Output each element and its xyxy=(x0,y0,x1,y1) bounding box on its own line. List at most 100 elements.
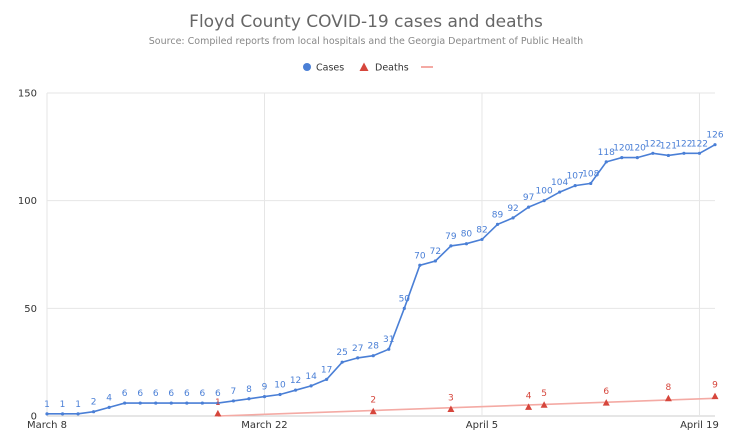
cases-data-label: 79 xyxy=(445,232,457,242)
legend: Cases Deaths xyxy=(303,62,433,74)
cases-data-label: 4 xyxy=(106,393,112,403)
cases-data-label: 70 xyxy=(414,251,426,261)
chart-subtitle: Source: Compiled reports from local hosp… xyxy=(149,36,583,47)
deaths-data-label: 5 xyxy=(541,389,547,399)
cases-data-label: 1 xyxy=(44,400,50,410)
cases-point xyxy=(666,153,670,158)
deaths-marker xyxy=(447,405,455,413)
cases-data-label: 1 xyxy=(60,400,66,410)
cases-line xyxy=(47,144,716,415)
cases-data-label: 12 xyxy=(290,376,301,386)
x-tick-label: March 22 xyxy=(241,420,287,431)
cases-point xyxy=(495,222,500,226)
cases-data-label: 107 xyxy=(567,172,584,182)
cases-data-label: 122 xyxy=(691,139,708,149)
deaths-marker xyxy=(602,399,610,406)
cases-point xyxy=(216,401,220,405)
deaths-marker xyxy=(525,403,533,410)
x-tick-label: March 8 xyxy=(27,420,67,431)
cases-data-label: 6 xyxy=(215,389,221,399)
cases-point xyxy=(604,160,608,164)
deaths-marker xyxy=(540,401,548,408)
cases-point xyxy=(511,216,515,220)
cases-data-label: 50 xyxy=(399,294,411,304)
cases-point xyxy=(480,237,484,242)
cases-data-label: 121 xyxy=(660,141,677,151)
deaths-data-label: 3 xyxy=(448,394,454,404)
cases-point xyxy=(247,397,251,401)
cases-data-label: 10 xyxy=(274,380,286,390)
x-tick-label: April 19 xyxy=(680,420,719,431)
cases-point xyxy=(418,263,422,267)
cases-data-label: 7 xyxy=(231,387,237,397)
legend-item-deaths[interactable]: Deaths xyxy=(359,62,409,74)
cases-data-label: 82 xyxy=(476,225,487,235)
cases-data-label: 8 xyxy=(246,385,252,395)
y-tick-label: 150 xyxy=(18,89,37,100)
cases-point xyxy=(713,143,717,147)
cases-point xyxy=(169,401,173,405)
legend-cases-label: Cases xyxy=(316,63,344,74)
y-tick-label: 0 xyxy=(31,412,37,423)
cases-point xyxy=(231,399,236,403)
deaths-data-label: 8 xyxy=(666,383,672,393)
cases-data-label: 27 xyxy=(352,344,363,354)
cases-point xyxy=(356,356,360,360)
cases-data-label: 100 xyxy=(536,187,553,197)
cases-point xyxy=(449,244,453,248)
cases-data-label: 104 xyxy=(551,178,568,188)
cases-point xyxy=(309,384,313,388)
cases-point xyxy=(682,151,686,155)
cases-point xyxy=(325,377,329,381)
cases-point xyxy=(387,347,391,351)
cases-point xyxy=(92,410,96,414)
cases-point xyxy=(697,151,702,155)
deaths-marker xyxy=(214,409,222,417)
cases-point xyxy=(154,401,158,405)
cases-point xyxy=(123,401,127,405)
cases-point xyxy=(60,412,65,416)
deaths-marker xyxy=(369,407,377,415)
cases-point xyxy=(402,306,406,310)
cases-data-label: 122 xyxy=(675,139,692,149)
deaths-data-label: 4 xyxy=(526,391,532,401)
cases-data-label: 2 xyxy=(91,398,97,408)
cases-point xyxy=(45,412,49,416)
legend-item-cases[interactable]: Cases xyxy=(303,63,344,74)
cases-data-label: 120 xyxy=(629,144,646,154)
cases-point xyxy=(200,401,204,405)
cases-point xyxy=(138,401,142,405)
cases-point xyxy=(542,199,546,203)
legend-cases-marker xyxy=(303,63,311,71)
cases-point xyxy=(185,401,189,405)
cases-point xyxy=(589,181,593,186)
y-tick-label: 50 xyxy=(24,304,37,315)
deaths-data-label: 9 xyxy=(712,381,718,391)
cases-data-label: 6 xyxy=(122,389,128,399)
cases-data-label: 92 xyxy=(507,204,518,214)
cases-data-label: 6 xyxy=(137,389,143,399)
cases-data-label: 17 xyxy=(321,365,332,375)
cases-data-label: 97 xyxy=(523,193,534,203)
cases-data-label: 31 xyxy=(383,335,394,345)
cases-data-label: 14 xyxy=(305,372,317,382)
cases-point xyxy=(526,205,531,209)
cases-data-label: 6 xyxy=(153,389,159,399)
cases-data-label: 28 xyxy=(368,342,380,352)
cases-point xyxy=(371,354,375,358)
chart-title: Floyd County COVID-19 cases and deaths xyxy=(189,12,543,32)
cases-point xyxy=(293,388,298,392)
cases-data-label: 80 xyxy=(461,230,473,240)
deaths-marker xyxy=(711,392,719,400)
cases-data-label: 108 xyxy=(582,169,599,179)
deaths-data-label: 1 xyxy=(215,398,221,408)
deaths-data-label: 2 xyxy=(370,396,376,406)
legend-deaths-marker xyxy=(359,62,369,71)
y-tick-label: 100 xyxy=(18,196,37,207)
legend-deaths-label: Deaths xyxy=(375,63,409,74)
cases-point xyxy=(76,412,80,416)
cases-data-label: 120 xyxy=(613,144,630,154)
